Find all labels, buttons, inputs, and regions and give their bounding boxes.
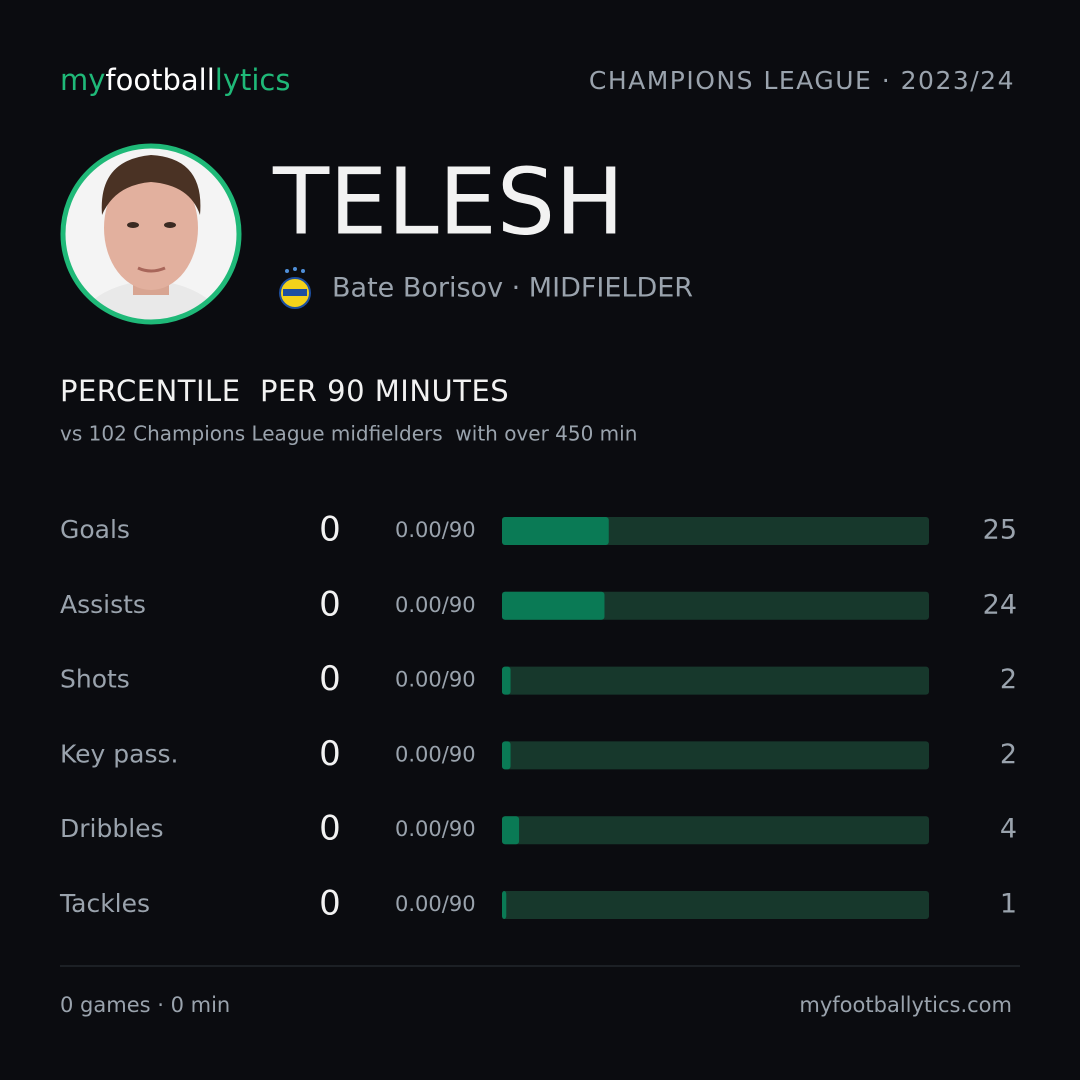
stat-per90: 0.00/90 <box>395 668 476 692</box>
stat-per90: 0.00/90 <box>395 892 476 916</box>
logo: myfootballlytics <box>60 63 290 97</box>
footer-site: myfootballytics.com <box>799 993 1012 1017</box>
stat-label: Key pass. <box>60 739 178 768</box>
percentile-label: 1 <box>1000 889 1017 920</box>
stat-label: Assists <box>60 590 146 619</box>
percentile-bar <box>502 666 511 695</box>
player-name: TELESH <box>272 148 624 255</box>
competition: CHAMPIONS LEAGUE · 2023/24 <box>589 66 1015 95</box>
club-position: Bate Borisov · MIDFIELDER <box>332 273 693 304</box>
bar-track <box>502 891 929 919</box>
percentile-bar <box>502 741 511 770</box>
bar-track <box>502 816 929 845</box>
percentile-bar <box>502 591 605 620</box>
logo-part: lytics <box>215 63 291 97</box>
avatar-ring <box>60 143 242 325</box>
bar-track <box>502 666 929 695</box>
logo-part: football <box>105 63 214 97</box>
percentile-label: 2 <box>1000 739 1017 770</box>
avatar <box>60 143 242 325</box>
stat-per90: 0.00/90 <box>395 742 476 766</box>
stat-count: 0 <box>319 584 341 624</box>
stat-per90: 0.00/90 <box>395 593 476 617</box>
percentile-label: 4 <box>1000 814 1017 845</box>
stat-per90: 0.00/90 <box>395 817 476 841</box>
mouth <box>137 266 166 273</box>
logo-part: my <box>60 63 105 97</box>
footer-summary: 0 games · 0 min <box>60 993 230 1017</box>
percentile-label: 2 <box>1000 664 1017 695</box>
section-title: PERCENTILE PER 90 MINUTES <box>60 374 509 408</box>
stat-per90: 0.00/90 <box>395 518 476 542</box>
stat-count: 0 <box>319 809 341 849</box>
stat-count: 0 <box>319 884 341 924</box>
stat-count: 0 <box>319 734 341 774</box>
bar-track <box>502 591 929 620</box>
stat-count: 0 <box>319 510 341 550</box>
stat-label: Dribbles <box>60 814 164 843</box>
hair <box>101 155 201 215</box>
percentile-label: 25 <box>983 515 1017 546</box>
stat-count: 0 <box>319 659 341 699</box>
percentile-bar <box>502 816 520 845</box>
stat-label: Shots <box>60 665 130 694</box>
club-badge <box>279 267 311 309</box>
percentile-bar <box>502 891 507 919</box>
eye <box>127 222 139 228</box>
stat-label: Tackles <box>59 889 150 918</box>
section-subtitle: vs 102 Champions League midfielders with… <box>60 422 637 446</box>
eye <box>164 222 176 228</box>
percentile-label: 24 <box>983 589 1017 620</box>
stat-label: Goals <box>60 515 130 544</box>
percentile-bar <box>502 517 609 545</box>
face <box>104 166 198 290</box>
bar-track <box>502 741 929 770</box>
